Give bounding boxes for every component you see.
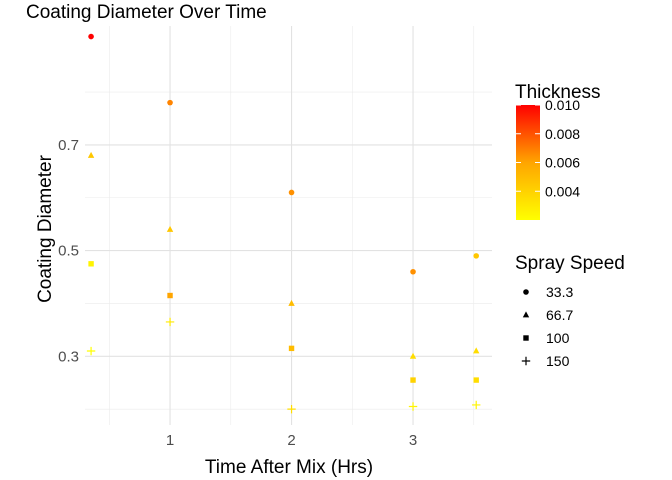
data-points <box>86 33 481 414</box>
shape-legend-title: Spray Speed <box>515 253 625 274</box>
y-axis-label: Coating Diameter <box>35 154 56 303</box>
color-tick-label: 0.006 <box>545 155 580 171</box>
major-gridlines <box>85 26 492 425</box>
color-tick-label: 0.008 <box>545 126 580 142</box>
data-point <box>473 377 479 383</box>
shape-legend-item: 33.3 <box>523 284 573 300</box>
data-point <box>410 268 416 275</box>
data-point <box>167 99 173 106</box>
data-point <box>410 377 416 383</box>
x-tick-label: 2 <box>287 432 295 449</box>
y-tick-label: 0.7 <box>58 137 79 154</box>
color-legend-ticks: 0.004 0.006 0.008 0.010 <box>516 97 580 199</box>
data-point <box>87 151 95 158</box>
shape-legend-key <box>521 356 531 366</box>
shape-legend-items: 33.3 66.7 100 150 <box>521 284 573 369</box>
y-axis-ticks: 0.3 0.5 0.7 <box>58 137 79 365</box>
data-point <box>88 261 94 267</box>
data-point <box>288 299 295 306</box>
shape-legend-item: 66.7 <box>522 307 573 323</box>
data-point <box>165 317 175 327</box>
data-point <box>473 347 480 354</box>
minor-gridlines <box>85 26 492 425</box>
data-point <box>287 404 296 414</box>
color-legend-title: Thickness <box>515 82 601 103</box>
shape-legend-key <box>523 335 529 341</box>
data-point <box>86 346 96 356</box>
shape-legend-label: 33.3 <box>546 284 573 300</box>
data-point <box>408 402 418 411</box>
x-axis-label: Time After Mix (Hrs) <box>205 457 373 478</box>
y-tick-label: 0.5 <box>58 243 79 260</box>
shape-legend-item: 150 <box>521 353 570 369</box>
data-point <box>88 33 94 40</box>
color-legend: Thickness 0.004 0.006 0.008 0.010 <box>515 82 601 220</box>
data-point <box>288 345 295 352</box>
x-tick-label: 3 <box>409 432 417 449</box>
shape-legend-key <box>522 311 530 318</box>
shape-legend: Spray Speed 33.3 66.7 100 150 <box>515 253 625 369</box>
data-point <box>166 225 174 232</box>
y-tick-label: 0.3 <box>58 348 79 365</box>
shape-legend-label: 150 <box>546 353 570 369</box>
x-tick-label: 1 <box>166 432 174 449</box>
shape-legend-label: 66.7 <box>546 307 573 323</box>
data-point <box>167 292 173 299</box>
x-axis-ticks: 1 2 3 <box>166 432 417 449</box>
shape-legend-label: 100 <box>546 330 570 346</box>
data-point <box>473 253 480 259</box>
data-point <box>472 400 481 410</box>
color-tick-label: 0.004 <box>545 183 580 199</box>
color-tick-label: 0.010 <box>545 97 580 113</box>
chart-title: Coating Diameter Over Time <box>26 2 267 23</box>
data-point <box>409 352 417 359</box>
data-point <box>288 189 295 196</box>
shape-legend-item: 100 <box>523 330 570 346</box>
shape-legend-key <box>523 289 529 295</box>
